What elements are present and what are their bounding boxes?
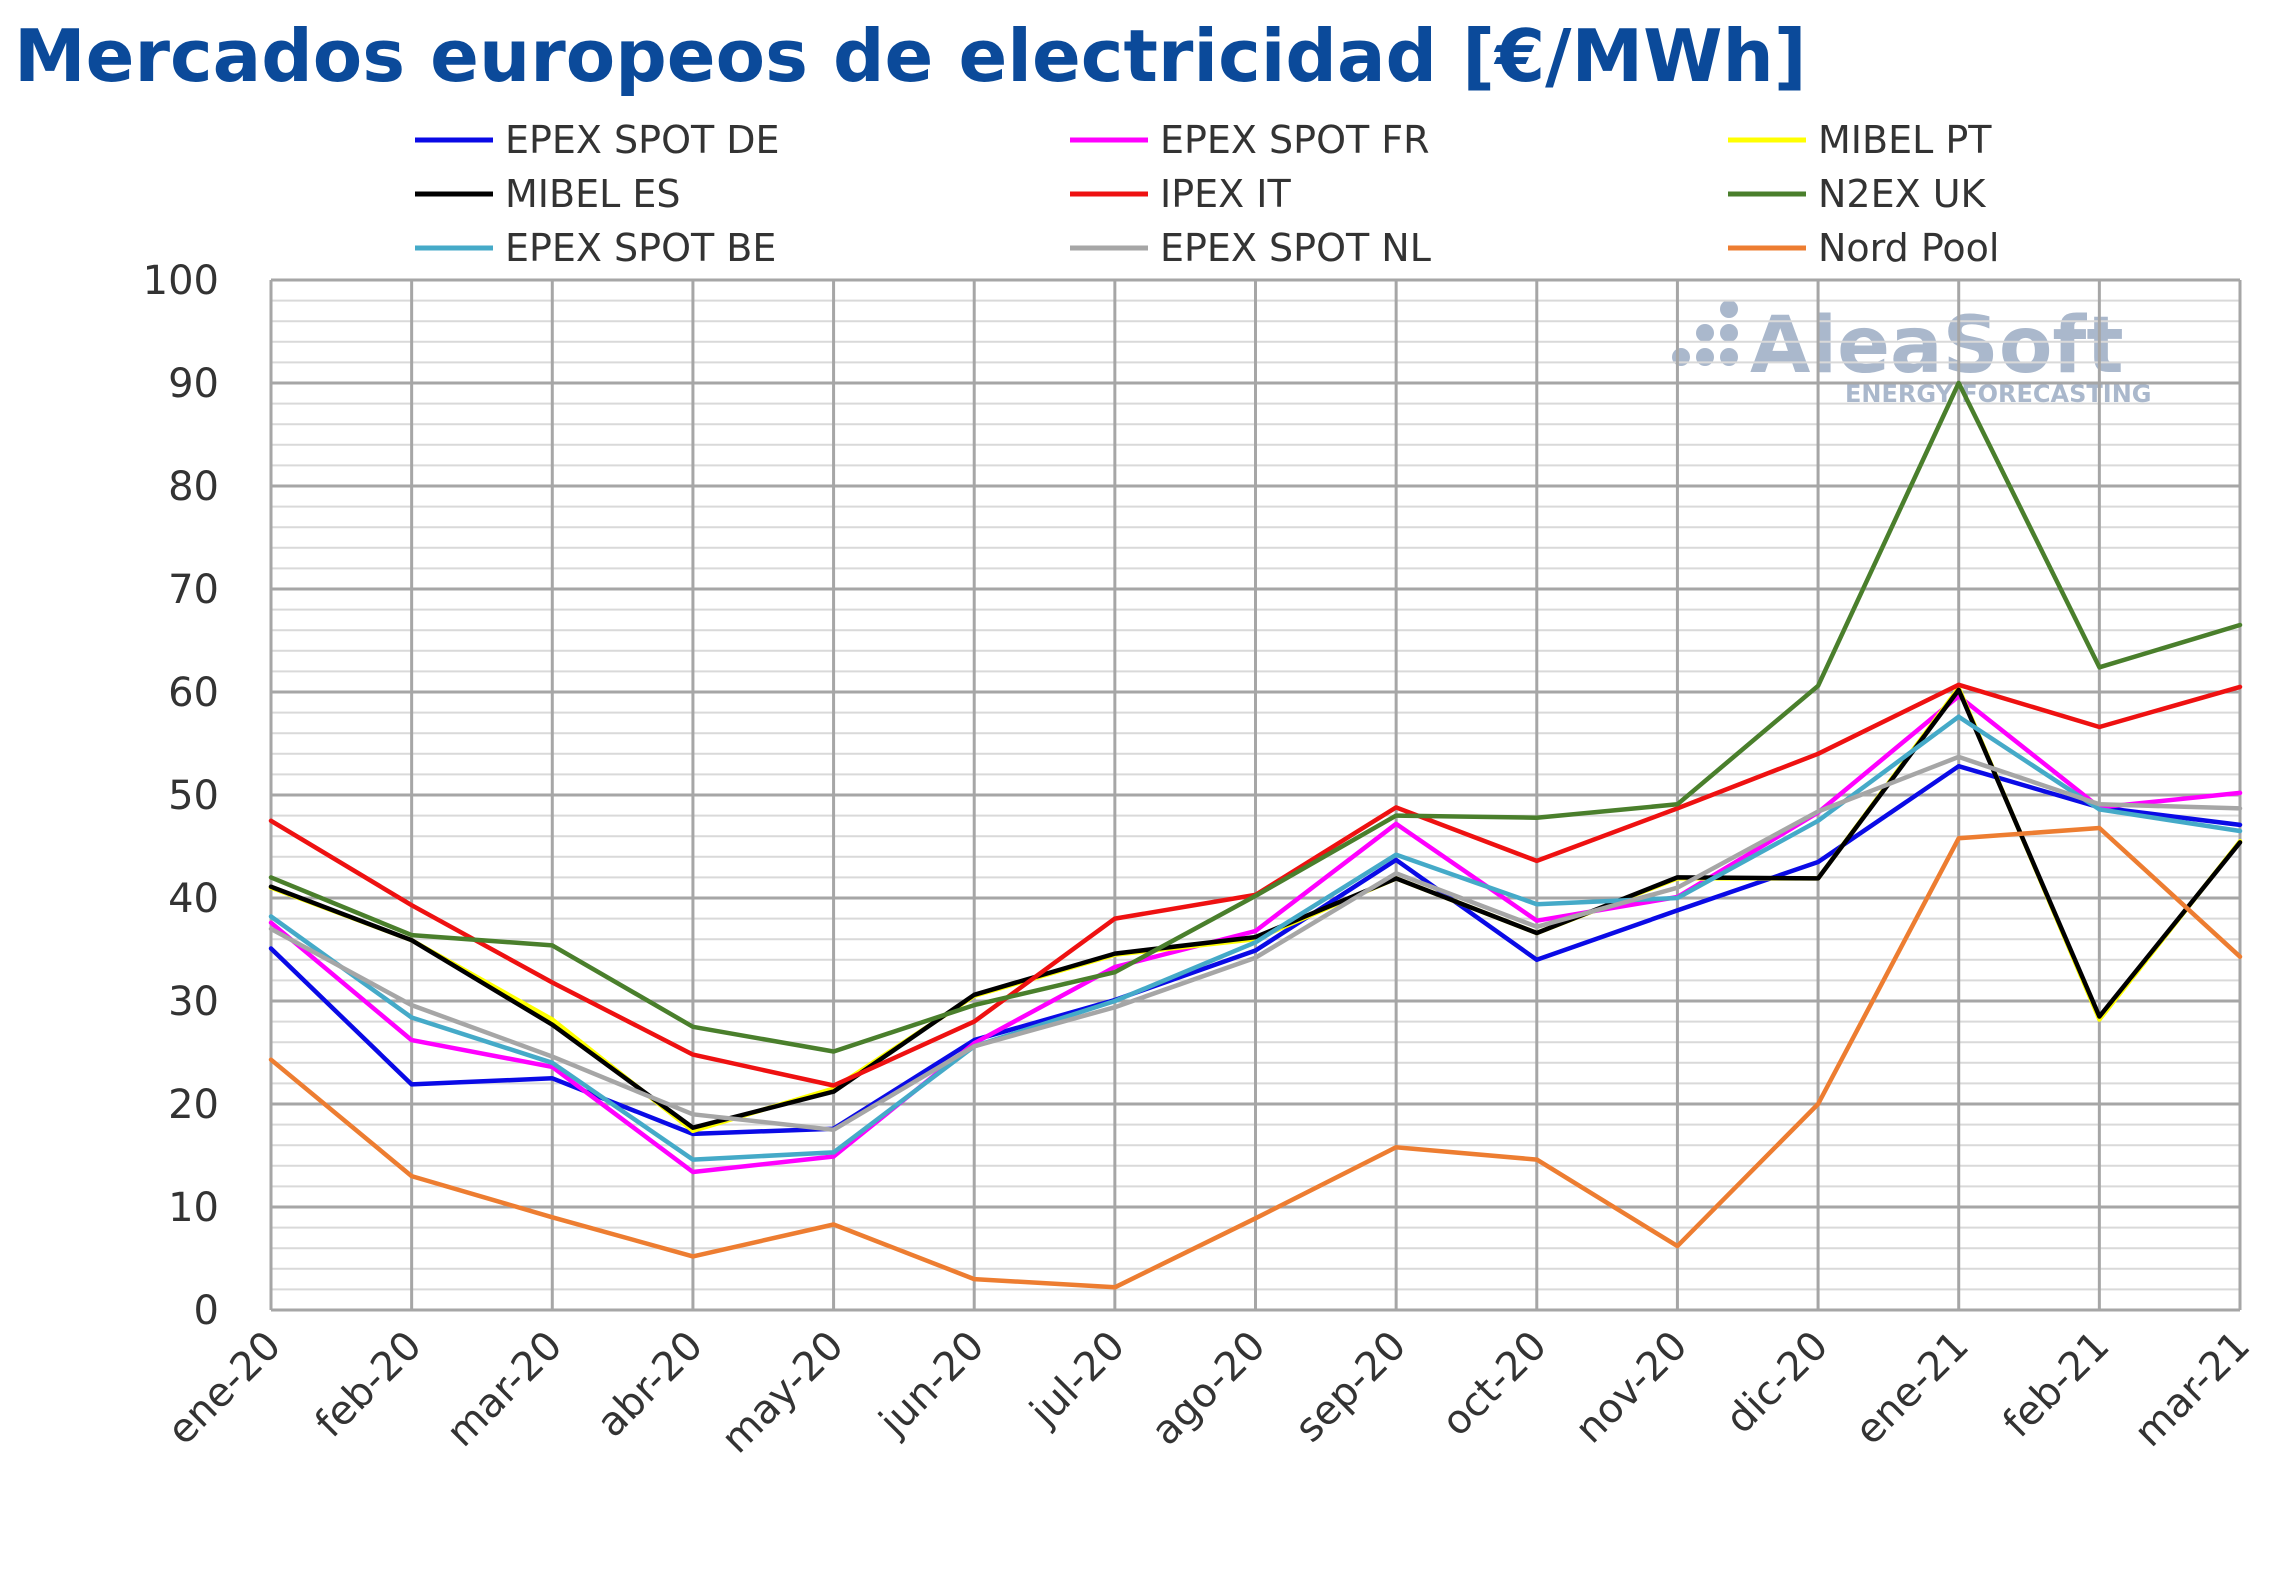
x-tick-label: oct-20 xyxy=(1433,1323,1556,1446)
x-tick-label: ene-20 xyxy=(159,1323,290,1454)
series-line-epex-spot-be xyxy=(268,714,2243,1162)
x-tick-label: nov-20 xyxy=(1567,1323,1697,1453)
legend-label: N2EX UK xyxy=(1818,172,1987,216)
legend-label: EPEX SPOT BE xyxy=(505,226,776,270)
y-tick-label: 20 xyxy=(168,1082,219,1128)
legend-label: EPEX SPOT DE xyxy=(505,118,780,162)
x-tick-label: jun-20 xyxy=(870,1323,993,1446)
x-tick-label: dic-20 xyxy=(1717,1323,1837,1443)
series-line-n2ex-uk xyxy=(268,380,2243,1054)
series-line-epex-spot-fr xyxy=(268,693,2243,1175)
x-tick-label: sep-20 xyxy=(1286,1323,1415,1452)
y-tick-label: 30 xyxy=(168,979,219,1025)
series-lines xyxy=(268,380,2243,1290)
x-tick-label: feb-21 xyxy=(1994,1323,2118,1447)
aleasoft-watermark: AleaSoft ENERGY FORECASTING xyxy=(1672,300,2152,408)
legend-label: Nord Pool xyxy=(1818,226,1999,270)
y-tick-label: 0 xyxy=(194,1288,219,1334)
y-tick-label: 100 xyxy=(143,258,219,304)
y-tick-label: 80 xyxy=(168,464,219,510)
x-tick-label: jul-20 xyxy=(1021,1323,1134,1436)
x-tick-label: mar-21 xyxy=(2126,1323,2259,1456)
aleasoft-logo-icon xyxy=(1672,300,1738,366)
x-tick-label: ene-21 xyxy=(1846,1323,1977,1454)
legend-label: MIBEL ES xyxy=(505,172,680,216)
x-axis-tick-labels: ene-20 feb-20 mar-20 abr-20 may-20 jun-20 jul-… xyxy=(159,1323,2259,1463)
legend-label: MIBEL PT xyxy=(1818,118,1992,162)
x-tick-label: mar-20 xyxy=(438,1323,571,1456)
y-tick-label: 50 xyxy=(168,773,219,819)
watermark-brand: AleaSoft xyxy=(1750,301,2124,391)
y-tick-label: 70 xyxy=(168,567,219,613)
x-tick-label: may-20 xyxy=(713,1323,853,1463)
y-tick-label: 10 xyxy=(168,1185,219,1231)
x-tick-label: abr-20 xyxy=(588,1323,712,1447)
x-tick-label: ago-20 xyxy=(1143,1323,1275,1455)
series-line-nord-pool xyxy=(268,825,2243,1290)
legend-label: EPEX SPOT NL xyxy=(1160,226,1431,270)
legend: EPEX SPOT DE EPEX SPOT FR MIBEL PT MIBEL ES… xyxy=(415,118,1999,270)
legend-label: IPEX IT xyxy=(1160,172,1291,216)
y-axis-tick-labels: 0 10 20 30 40 50 60 70 80 90 100 xyxy=(143,258,219,1334)
legend-label: EPEX SPOT FR xyxy=(1160,118,1430,162)
chart-title: Mercados europeos de electricidad [€/MWh… xyxy=(14,14,1807,98)
y-tick-label: 40 xyxy=(168,876,219,922)
y-tick-label: 90 xyxy=(168,361,219,407)
y-tick-label: 60 xyxy=(168,670,219,716)
x-tick-label: feb-20 xyxy=(307,1323,431,1447)
series-line-epex-spot-nl xyxy=(268,754,2243,1133)
vertical-gridlines xyxy=(269,280,2242,1310)
